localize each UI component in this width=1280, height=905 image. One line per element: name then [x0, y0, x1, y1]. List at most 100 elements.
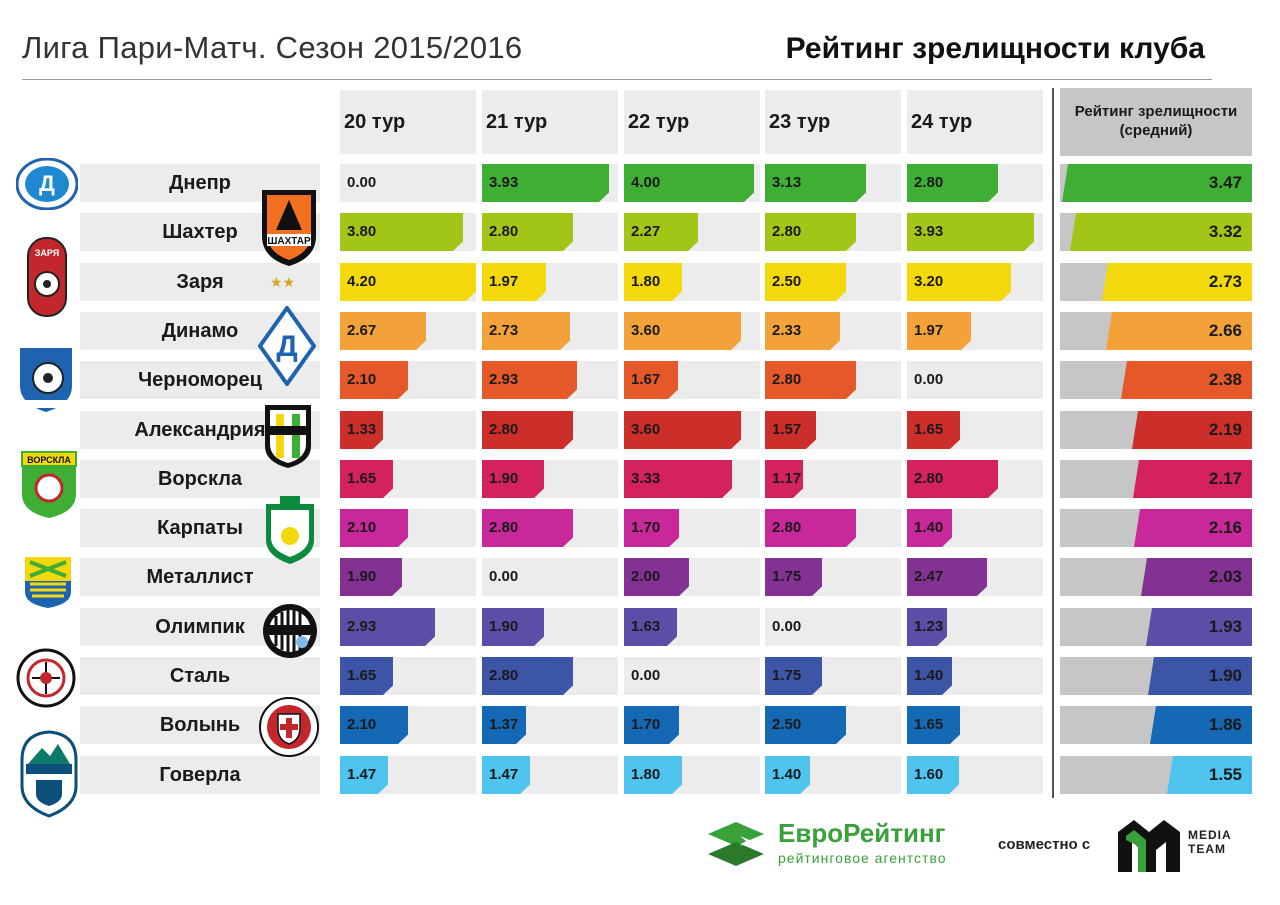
- volyn-logo: [259, 697, 319, 757]
- value-label: 2.00: [631, 568, 661, 585]
- value-bar: [340, 657, 393, 695]
- average-bar: [1132, 411, 1252, 449]
- value-label: 2.50: [772, 716, 802, 733]
- value-bar: [907, 706, 960, 744]
- value-cell: 0.00: [624, 657, 760, 695]
- value-cell: 2.47: [907, 558, 1043, 596]
- value-bar: [765, 164, 866, 202]
- value-bar: [765, 509, 856, 547]
- vorskla-logo: ВОРСКЛА: [21, 451, 77, 518]
- average-cell: 1.86: [1060, 706, 1252, 744]
- value-label: 1.47: [347, 766, 377, 783]
- value-bar: [482, 756, 530, 794]
- value-cell: 1.97: [907, 312, 1043, 350]
- value-label: 1.65: [347, 667, 377, 684]
- value-label: 1.33: [347, 421, 377, 438]
- value-label: 3.93: [489, 174, 519, 191]
- value-cell: 1.40: [765, 756, 901, 794]
- value-bar: [907, 558, 987, 596]
- value-cell: 0.00: [482, 558, 618, 596]
- value-bar: [624, 756, 682, 794]
- value-bar: [340, 509, 408, 547]
- value-cell: 2.80: [765, 361, 901, 399]
- average-cell: 2.16: [1060, 509, 1252, 547]
- value-bar: [907, 608, 947, 646]
- value-cell: 2.80: [482, 509, 618, 547]
- value-cell: 2.10: [340, 361, 476, 399]
- value-label: 2.80: [489, 223, 519, 240]
- metalist-logo: [25, 557, 71, 608]
- average-label: 3.32: [1208, 222, 1242, 241]
- average-cell: 3.47: [1060, 164, 1252, 202]
- brand-name: ЕвроРейтинг: [778, 818, 946, 848]
- value-bar: [907, 164, 998, 202]
- stal-logo: [16, 648, 76, 708]
- zarya-stars-icon: ★★: [270, 275, 295, 290]
- value-bar: [482, 411, 573, 449]
- column-header-20: 20 тур: [340, 90, 476, 154]
- value-bar: [482, 509, 573, 547]
- team-name: Говерла: [80, 756, 320, 794]
- value-cell: 2.80: [765, 509, 901, 547]
- value-cell: 1.23: [907, 608, 1043, 646]
- value-bar: [907, 657, 952, 695]
- value-label: 2.93: [489, 371, 519, 388]
- value-cell: 4.00: [624, 164, 760, 202]
- value-cell: 2.67: [340, 312, 476, 350]
- team-name: Заря: [80, 263, 320, 301]
- value-cell: 1.57: [765, 411, 901, 449]
- value-cell: 1.17: [765, 460, 901, 498]
- value-label: 2.80: [489, 519, 519, 536]
- average-label: 2.17: [1208, 469, 1242, 488]
- value-cell: 1.97: [482, 263, 618, 301]
- value-bar: [907, 263, 1011, 301]
- value-bar: [482, 608, 544, 646]
- value-label: 2.80: [489, 667, 519, 684]
- value-cell: 1.75: [765, 558, 901, 596]
- value-bar: [765, 756, 810, 794]
- value-bar: [907, 509, 952, 547]
- dnepr-logo: Д: [16, 158, 78, 210]
- value-cell: 0.00: [340, 164, 476, 202]
- value-label: 2.67: [347, 322, 377, 339]
- value-cell: 1.47: [482, 756, 618, 794]
- average-cell: 1.55: [1060, 756, 1252, 794]
- value-label: 1.90: [489, 618, 519, 635]
- value-bar: [765, 213, 856, 251]
- value-label: 3.60: [631, 421, 661, 438]
- media-team-logo-icon: [1118, 820, 1180, 872]
- average-label: 1.93: [1208, 617, 1242, 636]
- value-cell: 3.20: [907, 263, 1043, 301]
- value-cell: 1.65: [340, 460, 476, 498]
- value-cell: 2.10: [340, 509, 476, 547]
- value-cell: 1.33: [340, 411, 476, 449]
- value-cell: 3.33: [624, 460, 760, 498]
- average-bar: [1167, 756, 1252, 794]
- value-label: 0.00: [631, 667, 661, 684]
- value-label: 1.60: [914, 766, 944, 783]
- value-cell: 2.10: [340, 706, 476, 744]
- value-bar: [624, 213, 698, 251]
- value-bar: [624, 706, 679, 744]
- value-cell: 2.80: [907, 460, 1043, 498]
- jointly-label: совместно с: [998, 836, 1091, 853]
- value-label: 1.65: [347, 470, 377, 487]
- value-label: 0.00: [489, 568, 519, 585]
- value-label: 2.73: [489, 322, 519, 339]
- value-cell: 1.80: [624, 756, 760, 794]
- value-label: 1.65: [914, 421, 944, 438]
- value-label: 0.00: [347, 174, 377, 191]
- value-label: 1.75: [772, 667, 802, 684]
- value-bar: [482, 706, 526, 744]
- svg-text:ШАХТАР: ШАХТАР: [267, 236, 311, 247]
- value-cell: 2.80: [482, 657, 618, 695]
- value-cell: 0.00: [907, 361, 1043, 399]
- value-cell: 2.80: [482, 411, 618, 449]
- column-header-21: 21 тур: [482, 90, 618, 154]
- average-bar: [1106, 312, 1252, 350]
- value-label: 3.13: [772, 174, 802, 191]
- average-label: 1.90: [1208, 666, 1242, 685]
- column-header-23: 23 тур: [765, 90, 901, 154]
- value-cell: 3.80: [340, 213, 476, 251]
- value-cell: 1.70: [624, 706, 760, 744]
